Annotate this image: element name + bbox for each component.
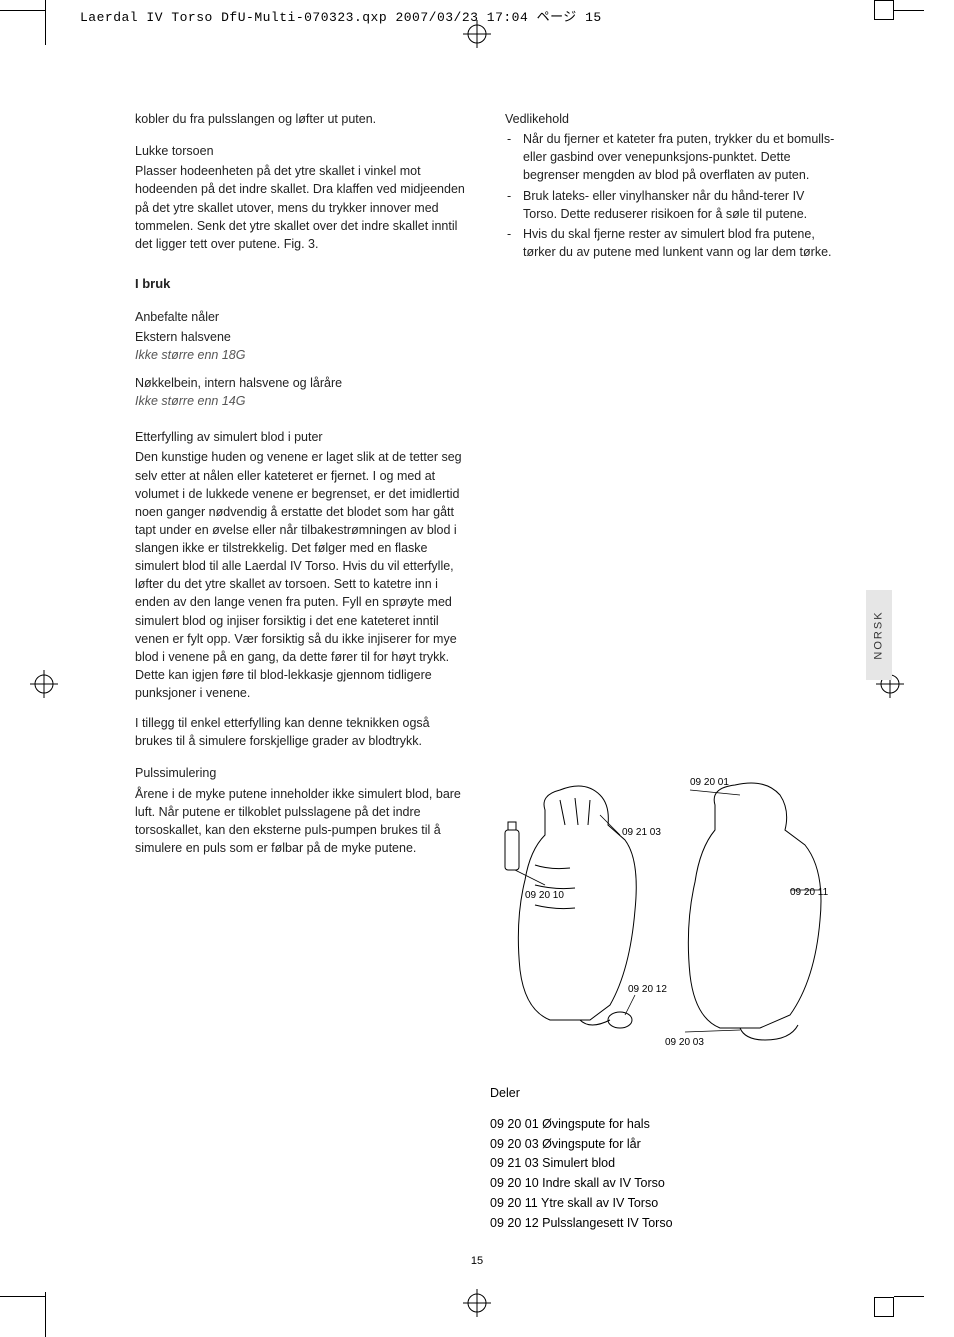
parts-item: 09 20 01 Øvingspute for hals [490, 1115, 830, 1134]
crop-mark [874, 0, 894, 20]
page-content: kobler du fra pulsslangen og løfter ut p… [135, 110, 835, 869]
diagram-label: 09 20 10 [525, 890, 564, 901]
parts-item: 09 20 03 Øvingspute for lår [490, 1135, 830, 1154]
diagram-label: 09 20 03 [665, 1037, 704, 1048]
body-etterfylling-2: I tillegg til enkel etterfylling kan den… [135, 714, 465, 750]
heading-deler: Deler [490, 1084, 830, 1103]
crop-mark [45, 1292, 46, 1337]
intro-text: kobler du fra pulsslangen og løfter ut p… [135, 110, 465, 128]
crop-mark [894, 10, 924, 11]
needle-spec: Ikke større enn 18G [135, 346, 465, 364]
vedlikehold-list: Når du fjerner et kateter fra puten, try… [505, 130, 835, 261]
needle-line: Ekstern halsvene [135, 328, 465, 346]
needle-line: Nøkkelbein, intern halsvene og låråre [135, 374, 465, 392]
crop-mark [874, 1297, 894, 1317]
body-etterfylling-1: Den kunstige huden og venene er laget sl… [135, 448, 465, 702]
diagram-label: 09 21 03 [622, 827, 661, 838]
parts-item: 09 21 03 Simulert blod [490, 1154, 830, 1173]
heading-anbefalte: Anbefalte nåler [135, 308, 465, 326]
slug-line: Laerdal IV Torso DfU-Multi-070323.qxp 20… [80, 6, 602, 25]
page-number: 15 [471, 1255, 483, 1267]
crop-mark [894, 1296, 924, 1297]
diagram-label: 09 20 11 [790, 887, 829, 898]
parts-item: 09 20 10 Indre skall av IV Torso [490, 1174, 830, 1193]
list-item: Hvis du skal fjerne rester av simulert b… [505, 225, 835, 261]
body-lukke: Plasser hodeenheten på det ytre skallet … [135, 162, 465, 253]
parts-item: 09 20 12 Pulsslangesett IV Torso [490, 1214, 830, 1233]
crop-mark [45, 0, 46, 45]
heading-ibruk: I bruk [135, 275, 465, 294]
diagram-label: 09 20 01 [690, 777, 729, 788]
heading-puls: Pulssimulering [135, 764, 465, 782]
registration-mark [30, 670, 58, 698]
body-puls: Årene i de myke putene inneholder ikke s… [135, 785, 465, 858]
diagram-label: 09 20 12 [628, 984, 667, 995]
parts-section: Deler 09 20 01 Øvingspute for hals 09 20… [490, 1070, 830, 1233]
registration-mark [463, 1289, 491, 1317]
language-label: NORSK [873, 610, 885, 659]
crop-mark [0, 10, 45, 11]
heading-lukke: Lukke torsoen [135, 142, 465, 160]
crop-mark [0, 1296, 45, 1297]
right-column: Vedlikehold Når du fjerner et kateter fr… [505, 110, 835, 869]
heading-etterfylling: Etterfylling av simulert blod i puter [135, 428, 465, 446]
parts-diagram: 09 20 01 09 21 03 09 20 10 09 20 11 09 2… [490, 770, 850, 1050]
heading-vedlikehold: Vedlikehold [505, 110, 835, 128]
language-tab: NORSK [866, 590, 892, 680]
list-item: Bruk lateks- eller vinylhansker når du h… [505, 187, 835, 223]
needle-spec: Ikke større enn 14G [135, 392, 465, 410]
parts-item: 09 20 11 Ytre skall av IV Torso [490, 1194, 830, 1213]
left-column: kobler du fra pulsslangen og løfter ut p… [135, 110, 465, 869]
list-item: Når du fjerner et kateter fra puten, try… [505, 130, 835, 184]
